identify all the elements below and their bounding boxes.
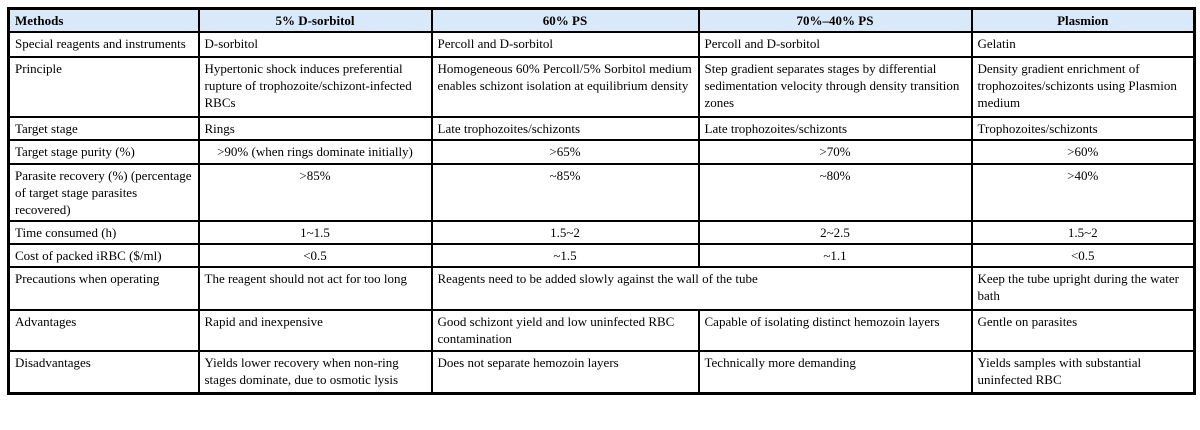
table-cell: ~1.1 — [697, 243, 973, 268]
row-label: Target stage — [7, 116, 200, 141]
table-row-target-stage: Target stage Rings Late trophozoites/schiz… — [7, 116, 1196, 141]
table-cell: Does not separate hemozoin layers — [430, 350, 700, 394]
table-cell: Density gradient enrichment of trophozoi… — [970, 56, 1196, 118]
table-cell: <0.5 — [970, 243, 1196, 268]
methods-comparison-table: Methods 5% D-sorbitol 60% PS 70%–40% PS Plas… — [7, 7, 1196, 395]
table-cell: D-sorbitol — [197, 31, 433, 58]
table-cell: >90% (when rings dominate initially) — [197, 139, 433, 165]
table-cell: Percoll and D-sorbitol — [430, 31, 700, 58]
table-cell: Yields lower recovery when non-ring stag… — [197, 350, 433, 394]
table-cell: ~85% — [430, 163, 700, 222]
table-cell: Technically more demanding — [697, 350, 973, 394]
table-cell: Rings — [197, 116, 433, 141]
table-cell: Keep the tube upright during the water b… — [970, 266, 1196, 311]
table-cell: >85% — [197, 163, 433, 222]
table-cell: Homogeneous 60% Percoll/5% Sorbitol medi… — [430, 56, 700, 118]
table-cell: 1.5~2 — [970, 220, 1196, 245]
table-cell: ~1.5 — [430, 243, 700, 268]
row-label: Target stage purity (%) — [7, 139, 200, 165]
header-row: Methods 5% D-sorbitol 60% PS 70%–40% PS Plas… — [7, 7, 1196, 33]
table-cell: Percoll and D-sorbitol — [697, 31, 973, 58]
row-label: Principle — [7, 56, 200, 118]
column-header-70-40-ps: 70%–40% PS — [697, 7, 973, 33]
table-cell: 2~2.5 — [697, 220, 973, 245]
table-cell: Rapid and inexpensive — [197, 309, 433, 352]
table-cell: >70% — [697, 139, 973, 165]
table-cell: 1.5~2 — [430, 220, 700, 245]
table-cell: 1~1.5 — [197, 220, 433, 245]
table-body: Special reagents and instruments D-sorbit… — [7, 31, 1196, 394]
table-cell: Gelatin — [970, 31, 1196, 58]
table-row-disadvantages: Disadvantages Yields lower recovery when … — [7, 350, 1196, 394]
table-row-precautions-when-operating: Precautions when operating The reagent sh… — [7, 266, 1196, 311]
column-header-5-d-sorbitol: 5% D-sorbitol — [197, 7, 433, 33]
table-cell: <0.5 — [197, 243, 433, 268]
table-cell: Good schizont yield and low uninfected R… — [430, 309, 700, 352]
row-label: Parasite recovery (%) (percentage of tar… — [7, 163, 200, 222]
row-label: Precautions when operating — [7, 266, 200, 311]
row-label: Time consumed (h) — [7, 220, 200, 245]
table-cell: Late trophozoites/schizonts — [430, 116, 700, 141]
table-cell: Capable of isolating distinct hemozoin l… — [697, 309, 973, 352]
table-row-cost-of-packed-irbc-ml: Cost of packed iRBC ($/ml) <0.5 ~1.5 ~1.1 <0… — [7, 243, 1196, 268]
table-cell: ~80% — [697, 163, 973, 222]
column-header-60-ps: 60% PS — [430, 7, 700, 33]
table-cell: Reagents need to be added slowly against… — [430, 266, 973, 311]
row-label: Special reagents and instruments — [7, 31, 200, 58]
table-cell: Hypertonic shock induces preferential ru… — [197, 56, 433, 118]
table-row-parasite-recovery-percentage-of-target-stage-parasites-recovered: Parasite recovery (%) (percentage of tar… — [7, 163, 1196, 222]
table-cell: Yields samples with substantial uninfect… — [970, 350, 1196, 394]
table-cell: The reagent should not act for too long — [197, 266, 433, 311]
table-cell: Trophozoites/schizonts — [970, 116, 1196, 141]
table-cell: Late trophozoites/schizonts — [697, 116, 973, 141]
row-label: Cost of packed iRBC ($/ml) — [7, 243, 200, 268]
table-row-target-stage-purity: Target stage purity (%) >90% (when rings … — [7, 139, 1196, 165]
table-row-advantages: Advantages Rapid and inexpensive Good schi… — [7, 309, 1196, 352]
row-label: Disadvantages — [7, 350, 200, 394]
table-row-special-reagents-and-instruments: Special reagents and instruments D-sorbit… — [7, 31, 1196, 58]
table-cell: Step gradient separates stages by differ… — [697, 56, 973, 118]
table-row-time-consumed-h: Time consumed (h) 1~1.5 1.5~2 2~2.5 1.5~2 — [7, 220, 1196, 245]
table-cell: Gentle on parasites — [970, 309, 1196, 352]
table-cell: >65% — [430, 139, 700, 165]
table-cell: >60% — [970, 139, 1196, 165]
table-row-principle: Principle Hypertonic shock induces prefer… — [7, 56, 1196, 118]
row-label: Advantages — [7, 309, 200, 352]
table-header: Methods 5% D-sorbitol 60% PS 70%–40% PS Plas… — [7, 7, 1196, 33]
column-header-methods: Methods — [7, 7, 200, 33]
table-cell: >40% — [970, 163, 1196, 222]
column-header-plasmion: Plasmion — [970, 7, 1196, 33]
